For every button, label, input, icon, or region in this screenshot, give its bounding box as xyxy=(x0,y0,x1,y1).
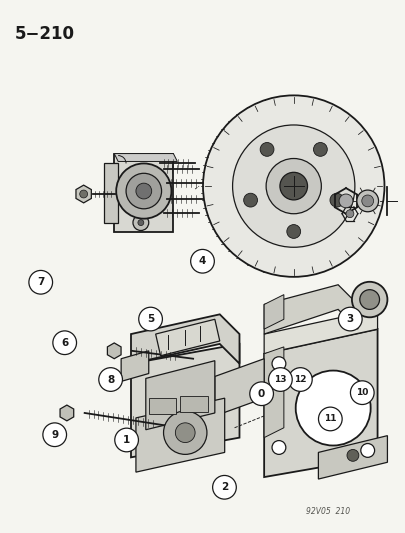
Circle shape xyxy=(272,441,286,455)
Text: 8: 8 xyxy=(107,375,114,384)
Circle shape xyxy=(346,210,354,217)
Text: 7: 7 xyxy=(37,277,45,287)
Polygon shape xyxy=(215,359,264,416)
Polygon shape xyxy=(121,351,149,382)
Circle shape xyxy=(250,382,273,406)
Polygon shape xyxy=(131,314,239,364)
Circle shape xyxy=(139,307,162,331)
Circle shape xyxy=(362,195,374,207)
Circle shape xyxy=(53,331,77,354)
Text: 11: 11 xyxy=(324,415,337,423)
Circle shape xyxy=(43,423,66,447)
Circle shape xyxy=(339,194,353,208)
Circle shape xyxy=(29,270,53,294)
Bar xyxy=(180,396,208,412)
Circle shape xyxy=(347,449,359,461)
Circle shape xyxy=(80,190,87,198)
Circle shape xyxy=(296,370,371,446)
Circle shape xyxy=(280,172,307,200)
Circle shape xyxy=(260,142,274,156)
Circle shape xyxy=(203,95,384,277)
Text: 2: 2 xyxy=(221,482,228,492)
Circle shape xyxy=(115,428,139,452)
Circle shape xyxy=(330,193,344,207)
Polygon shape xyxy=(264,285,358,334)
Circle shape xyxy=(269,368,292,391)
Polygon shape xyxy=(107,343,121,359)
Polygon shape xyxy=(264,347,284,438)
Polygon shape xyxy=(156,319,220,356)
Circle shape xyxy=(360,289,379,309)
Circle shape xyxy=(352,282,388,317)
Circle shape xyxy=(213,475,236,499)
Circle shape xyxy=(116,164,171,219)
Circle shape xyxy=(266,158,321,214)
Circle shape xyxy=(126,173,162,209)
Circle shape xyxy=(175,423,195,442)
Text: 10: 10 xyxy=(356,388,369,397)
Polygon shape xyxy=(104,164,118,223)
Polygon shape xyxy=(114,154,177,161)
Circle shape xyxy=(191,249,214,273)
Polygon shape xyxy=(318,435,388,479)
Polygon shape xyxy=(136,398,225,472)
Circle shape xyxy=(357,190,379,212)
Polygon shape xyxy=(264,295,284,329)
Circle shape xyxy=(318,407,342,431)
Circle shape xyxy=(288,368,312,391)
Circle shape xyxy=(138,220,144,225)
Circle shape xyxy=(313,142,327,156)
Text: 0: 0 xyxy=(258,389,265,399)
Text: 12: 12 xyxy=(294,375,307,384)
Polygon shape xyxy=(60,405,74,421)
Circle shape xyxy=(287,224,301,238)
Polygon shape xyxy=(114,154,173,232)
Bar xyxy=(149,398,176,414)
Text: 5: 5 xyxy=(147,314,154,324)
Circle shape xyxy=(244,193,258,207)
Text: 3: 3 xyxy=(347,314,354,324)
Text: 13: 13 xyxy=(274,375,287,384)
Polygon shape xyxy=(76,185,92,203)
Text: 5−210: 5−210 xyxy=(15,26,75,43)
Circle shape xyxy=(232,125,355,247)
Circle shape xyxy=(272,357,286,370)
Circle shape xyxy=(99,368,122,391)
Polygon shape xyxy=(264,309,377,354)
Circle shape xyxy=(361,443,375,457)
Circle shape xyxy=(133,215,149,230)
Text: 9: 9 xyxy=(51,430,58,440)
Polygon shape xyxy=(131,344,239,457)
Polygon shape xyxy=(264,329,377,477)
Text: 1: 1 xyxy=(123,435,130,445)
Polygon shape xyxy=(146,361,215,430)
Text: 6: 6 xyxy=(61,338,68,348)
Text: 92V05  210: 92V05 210 xyxy=(306,507,350,516)
Circle shape xyxy=(339,307,362,331)
Circle shape xyxy=(350,381,374,405)
Circle shape xyxy=(136,183,152,199)
Circle shape xyxy=(164,411,207,455)
Text: 4: 4 xyxy=(199,256,206,266)
